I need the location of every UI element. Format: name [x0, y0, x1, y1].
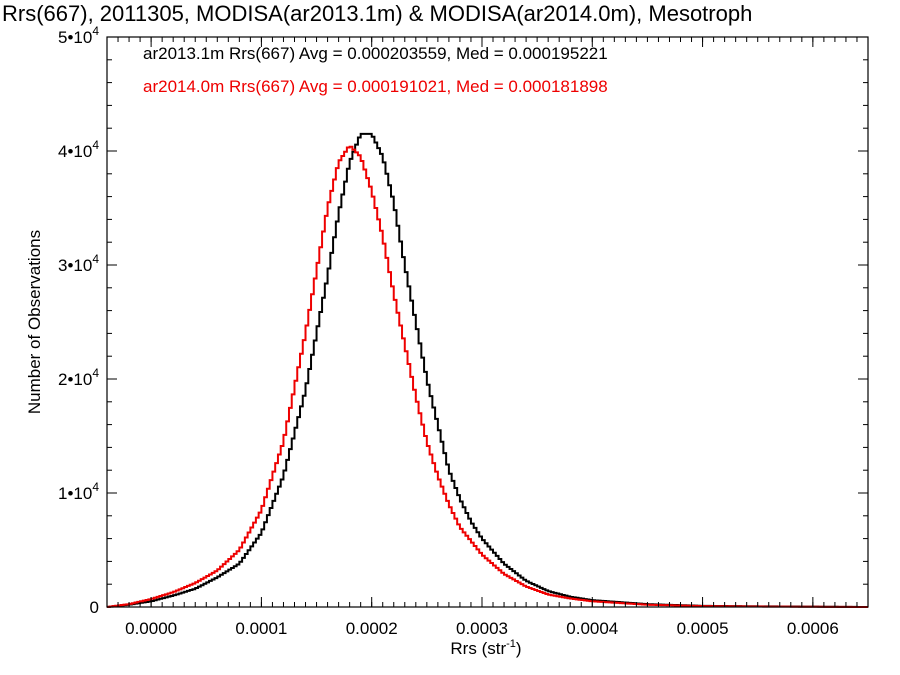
chart-title: Rrs(667), 2011305, MODISA(ar2013.1m) & M… — [2, 1, 752, 26]
x-tick-label: 0.0005 — [677, 619, 729, 638]
x-tick-label: 0.0003 — [456, 619, 508, 638]
x-tick-label: 0.0001 — [235, 619, 287, 638]
y-tick-label: 2•104 — [58, 366, 99, 389]
legend-series-2: ar2014.0m Rrs(667) Avg = 0.000191021, Me… — [143, 77, 608, 96]
y-axis-label: Number of Observations — [25, 230, 44, 414]
y-tick-label: 1•104 — [58, 480, 99, 503]
x-tick-label: 0.0004 — [566, 619, 618, 638]
plot-frame — [106, 36, 869, 608]
y-tick-label: 4•104 — [58, 138, 99, 161]
y-tick-label: 5•104 — [58, 24, 99, 47]
x-axis-label: Rrs (str-1) — [450, 638, 521, 658]
y-tick-label: 3•104 — [58, 252, 99, 275]
x-tick-label: 0.0002 — [346, 619, 398, 638]
series-1-line — [107, 132, 868, 608]
x-tick-label: 0.0000 — [125, 619, 177, 638]
series-2-line — [107, 145, 868, 608]
plot-area — [107, 132, 868, 608]
legend-series-1: ar2013.1m Rrs(667) Avg = 0.000203559, Me… — [143, 44, 608, 63]
y-tick-label: 0 — [90, 598, 99, 617]
y-axis: 0 1•104 2•104 3•104 4•104 5•104 — [58, 24, 868, 617]
x-axis: 0.0000 0.0001 0.0002 0.0003 0.0004 0.0005 0.00… — [106, 37, 869, 638]
x-tick-label: 0.0006 — [787, 619, 839, 638]
